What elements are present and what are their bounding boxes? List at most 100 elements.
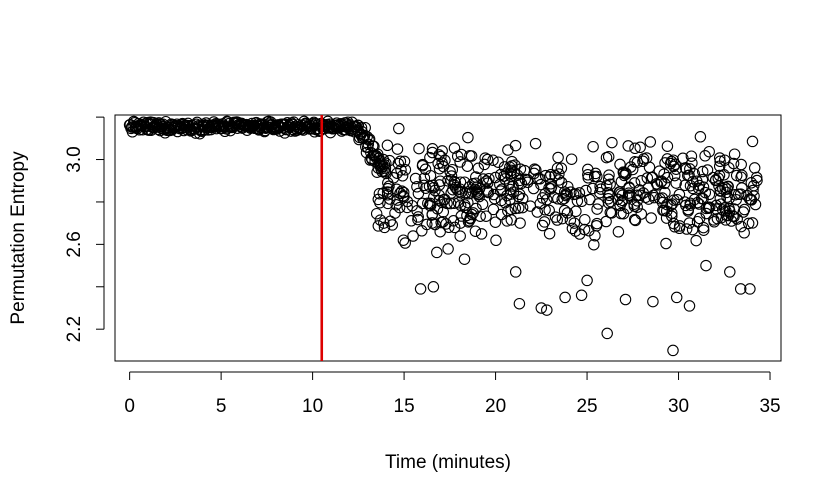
data-point xyxy=(370,207,383,220)
data-point xyxy=(398,191,410,203)
data-point xyxy=(742,217,755,230)
data-point xyxy=(581,274,593,287)
data-point xyxy=(618,169,631,182)
data-point xyxy=(469,225,482,237)
data-point xyxy=(679,162,692,174)
data-point xyxy=(656,192,669,204)
data-point xyxy=(629,214,642,227)
data-point xyxy=(390,183,403,196)
data-point xyxy=(691,175,703,188)
data-point xyxy=(617,207,630,220)
data-point xyxy=(516,192,529,205)
data-point xyxy=(483,172,495,185)
data-point xyxy=(527,182,540,195)
data-point xyxy=(455,186,467,199)
data-point xyxy=(529,137,542,150)
data-point xyxy=(451,150,464,163)
data-point xyxy=(531,206,544,218)
data-point xyxy=(495,194,508,207)
data-point xyxy=(390,199,402,211)
data-point xyxy=(505,170,518,183)
data-point xyxy=(391,167,403,179)
data-point xyxy=(440,218,452,230)
data-point xyxy=(528,163,541,175)
data-point xyxy=(694,131,707,143)
data-point xyxy=(393,201,406,214)
data-point xyxy=(635,208,648,220)
data-point xyxy=(534,173,546,185)
data-point xyxy=(444,197,457,210)
data-point xyxy=(575,195,588,208)
data-point xyxy=(703,188,716,201)
data-point xyxy=(424,197,437,210)
data-point xyxy=(381,139,394,152)
data-point xyxy=(700,259,712,272)
data-point xyxy=(383,180,395,193)
data-point xyxy=(412,213,424,226)
data-point xyxy=(635,175,648,187)
data-point xyxy=(513,297,526,310)
data-point xyxy=(559,291,571,304)
data-point xyxy=(372,220,385,232)
x-axis-label: Time (minutes) xyxy=(385,452,511,473)
data-point xyxy=(545,168,557,181)
data-point xyxy=(555,162,568,175)
x-tick-label: 5 xyxy=(216,396,227,417)
data-point xyxy=(670,291,683,304)
data-point xyxy=(748,162,761,174)
data-point xyxy=(442,243,454,255)
data-point xyxy=(684,179,697,192)
data-point xyxy=(594,186,606,199)
x-tick-label: 0 xyxy=(124,396,135,417)
data-point xyxy=(426,146,439,159)
data-point xyxy=(512,177,525,190)
data-point xyxy=(412,187,425,200)
data-point xyxy=(723,192,735,205)
data-point xyxy=(543,204,555,217)
data-point xyxy=(462,131,474,144)
data-point xyxy=(436,157,448,169)
data-point xyxy=(604,206,617,219)
data-point xyxy=(631,195,643,207)
data-point xyxy=(445,174,457,186)
data-point xyxy=(738,227,750,239)
data-point xyxy=(655,176,667,188)
data-point xyxy=(409,172,422,185)
data-point xyxy=(401,201,413,214)
data-point xyxy=(714,155,726,168)
data-point xyxy=(634,141,646,154)
data-point xyxy=(745,177,758,189)
data-point xyxy=(462,196,474,209)
data-point xyxy=(669,221,681,233)
data-point xyxy=(426,208,439,220)
data-point xyxy=(587,140,599,153)
data-point xyxy=(724,266,736,278)
data-point xyxy=(535,302,548,314)
data-point xyxy=(713,152,726,164)
data-point xyxy=(622,140,634,152)
data-point xyxy=(509,266,522,278)
data-point xyxy=(601,327,613,340)
data-point xyxy=(582,169,594,181)
data-points xyxy=(123,115,763,357)
data-point xyxy=(393,122,405,135)
data-point xyxy=(612,226,625,238)
data-point xyxy=(682,205,694,217)
data-point xyxy=(685,150,698,162)
data-point xyxy=(375,163,387,175)
data-point xyxy=(628,200,641,212)
data-point xyxy=(538,216,551,228)
data-point xyxy=(589,167,602,180)
data-point xyxy=(396,170,409,182)
data-point xyxy=(429,184,441,197)
data-point xyxy=(697,181,710,193)
data-point xyxy=(479,152,491,164)
data-point xyxy=(398,155,411,168)
y-axis: 2.2 2.6 3.0 xyxy=(64,116,105,342)
data-point xyxy=(378,217,390,229)
data-point xyxy=(545,178,557,190)
data-point xyxy=(602,150,615,163)
data-point xyxy=(470,171,482,183)
data-point xyxy=(606,136,618,149)
